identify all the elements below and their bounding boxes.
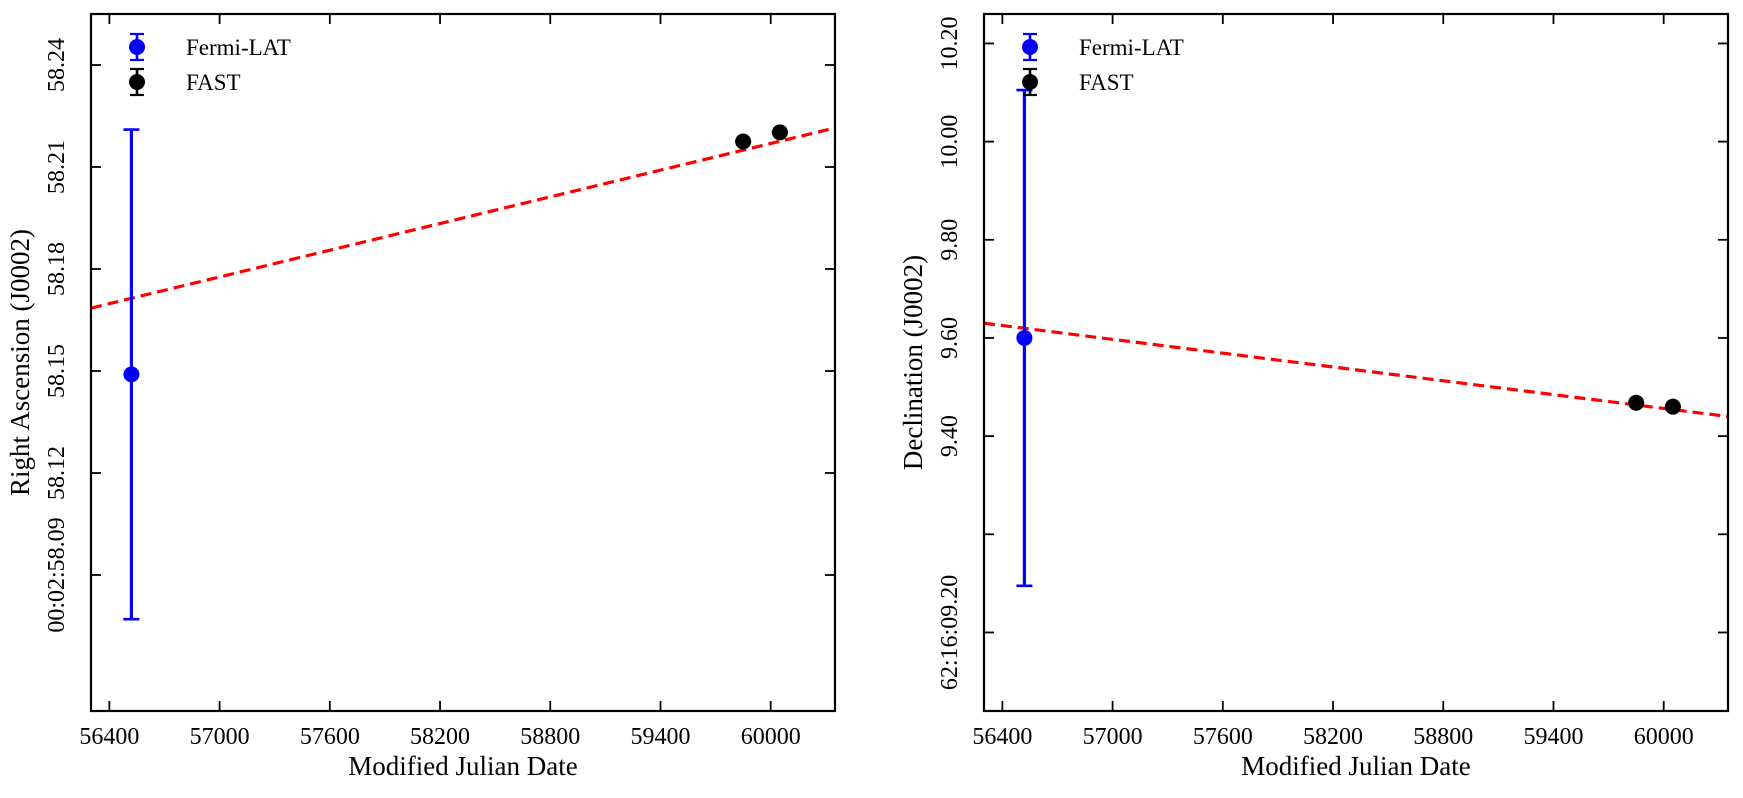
legend-marker — [1022, 39, 1038, 55]
legend-label: FAST — [1079, 70, 1134, 95]
y-tick-label: 58.15 — [44, 344, 70, 398]
x-axis-title: Modified Julian Date — [348, 751, 577, 781]
x-tick-label: 57600 — [1193, 724, 1253, 750]
axes-frame — [89, 12, 837, 713]
fermi-lat-point — [123, 366, 140, 383]
x-tick-label: 57000 — [190, 724, 250, 750]
legend-label: Fermi-LAT — [1079, 35, 1184, 60]
fit-line — [984, 321, 1728, 419]
legend-label: Fermi-LAT — [186, 35, 291, 60]
dec-panel: 56400 57000 57600 58200 58800 59400 60000 62:16… — [898, 12, 1730, 781]
y-tick-label: 9.40 — [937, 415, 963, 457]
x-tick-label: 57600 — [300, 724, 360, 750]
x-tick-label: 56400 — [972, 724, 1032, 750]
x-tick-label: 58800 — [520, 724, 580, 750]
fast-point — [735, 133, 752, 150]
x-tick-label: 58200 — [410, 724, 470, 750]
x-tick-label: 57000 — [1083, 724, 1143, 750]
plot-area — [984, 88, 1728, 588]
legend-label: FAST — [186, 70, 241, 95]
y-tick-label: 9.80 — [937, 219, 963, 261]
fermi-lat-point — [1016, 329, 1033, 346]
x-tick-label: 59400 — [630, 724, 690, 750]
y-axis-title: Right Ascension (J0002) — [5, 229, 35, 496]
legend-marker — [129, 74, 145, 90]
y-tick-label: 10.20 — [937, 16, 963, 70]
y-tick-label: 58.24 — [44, 38, 70, 92]
axes-frame — [982, 12, 1730, 713]
y-tick-label: 62:16:09.20 — [937, 575, 963, 690]
ra-panel: 56400 57000 57600 58200 58800 59400 60000 00:02… — [5, 12, 837, 781]
y-tick-label: 58.21 — [44, 140, 70, 194]
legend-marker — [1022, 74, 1038, 90]
y-tick-label: 10.00 — [937, 115, 963, 169]
x-tick-label: 58200 — [1303, 724, 1363, 750]
fast-point — [1628, 394, 1645, 411]
legend-entry: FAST — [1022, 67, 1134, 97]
y-tick-label: 58.18 — [44, 242, 70, 296]
legend-entry: Fermi-LAT — [1022, 32, 1184, 62]
x-tick-label: 56400 — [79, 724, 139, 750]
x-tick-label: 58800 — [1413, 724, 1473, 750]
y-tick-label: 9.60 — [937, 317, 963, 359]
x-axis-title: Modified Julian Date — [1241, 751, 1470, 781]
fast-point — [771, 124, 788, 141]
x-tick-label: 60000 — [1634, 724, 1694, 750]
y-tick-label: 00:02:58.09 — [44, 517, 70, 632]
fast-point — [1664, 398, 1681, 415]
legend-entry: FAST — [129, 67, 241, 97]
y-tick-label: 58.12 — [44, 446, 70, 500]
fit-line — [91, 126, 835, 310]
plot-area — [91, 124, 835, 621]
legend-entry: Fermi-LAT — [129, 32, 291, 62]
y-axis-title: Declination (J0002) — [898, 255, 928, 470]
legend-marker — [129, 39, 145, 55]
x-tick-label: 60000 — [741, 724, 801, 750]
x-tick-label: 59400 — [1523, 724, 1583, 750]
